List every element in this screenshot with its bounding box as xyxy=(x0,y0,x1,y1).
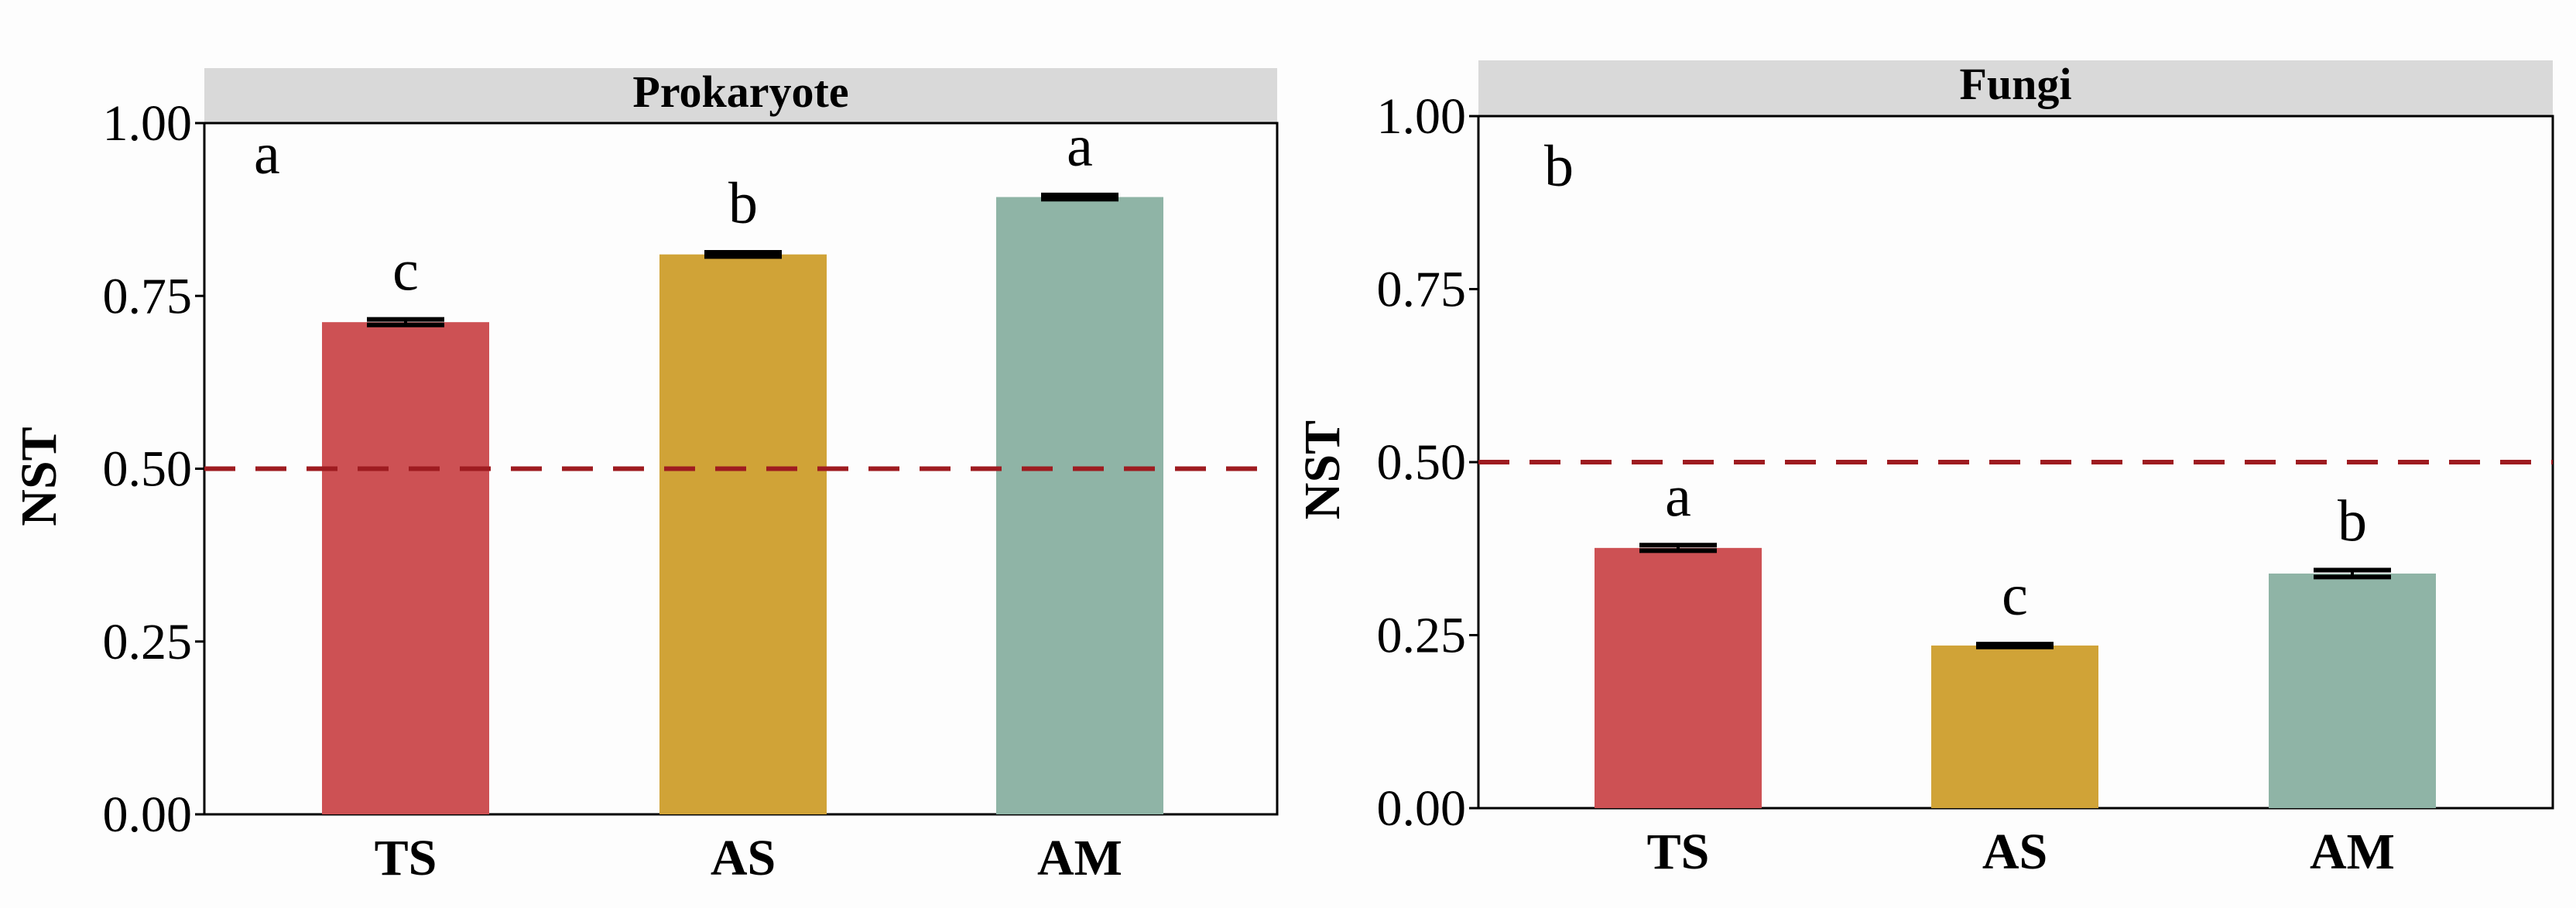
y-tick-label: 0.00 xyxy=(103,786,193,843)
significance-letter: c xyxy=(392,238,419,303)
significance-letter: b xyxy=(2338,488,2367,553)
facet-title: Prokaryote xyxy=(632,67,848,117)
y-tick-label: 0.50 xyxy=(1377,434,1467,491)
bar-am xyxy=(2269,573,2436,808)
significance-letter: b xyxy=(728,171,758,236)
y-tick-label: 1.00 xyxy=(1377,88,1467,145)
y-axis-label: NST xyxy=(11,427,67,526)
significance-letter: a xyxy=(1067,114,1093,179)
error-bar xyxy=(367,317,444,327)
facet-strip xyxy=(204,68,1277,123)
y-tick-label: 0.75 xyxy=(103,268,193,324)
x-tick-label: AS xyxy=(711,830,776,886)
panel-tag: b xyxy=(1544,134,1574,199)
facet-title: Fungi xyxy=(1959,59,2071,109)
significance-letter: a xyxy=(1665,464,1691,529)
significance-letter: c xyxy=(2002,563,2028,628)
bar-ts xyxy=(322,322,489,815)
error-bar xyxy=(1041,192,1118,202)
error-bar xyxy=(1639,543,1717,553)
error-bar xyxy=(1976,642,2054,649)
error-bar xyxy=(2314,567,2391,580)
panel-tag: a xyxy=(254,122,280,187)
y-tick-label: 0.25 xyxy=(1377,608,1467,664)
bar-ts xyxy=(1595,547,1762,808)
y-tick-label: 0.25 xyxy=(103,614,193,670)
bar-as xyxy=(659,254,827,814)
y-tick-label: 0.50 xyxy=(103,441,193,498)
x-tick-label: TS xyxy=(1647,824,1710,880)
x-tick-label: TS xyxy=(375,830,437,886)
panel-prokaryote: Prokaryote 0.00 0.25 0.50 0.75 1.00 NST c TS b AS a… xyxy=(11,67,1279,886)
x-tick-label: AS xyxy=(1982,824,2047,880)
y-axis-label: NST xyxy=(1294,420,1351,519)
x-tick-label: AM xyxy=(2310,824,2395,880)
y-tick-label: 0.00 xyxy=(1377,780,1467,837)
y-tick-label: 1.00 xyxy=(103,95,193,152)
x-tick-label: AM xyxy=(1037,830,1122,886)
bar-am xyxy=(996,197,1163,814)
panel-fungi: Fungi 0.00 0.25 0.50 0.75 1.00 NST a TS c AS b AM b xyxy=(1294,59,2554,880)
facet-strip xyxy=(1478,60,2553,116)
y-tick-label: 0.75 xyxy=(1377,262,1467,318)
error-bar xyxy=(704,249,782,259)
bar-as xyxy=(1931,645,2098,808)
